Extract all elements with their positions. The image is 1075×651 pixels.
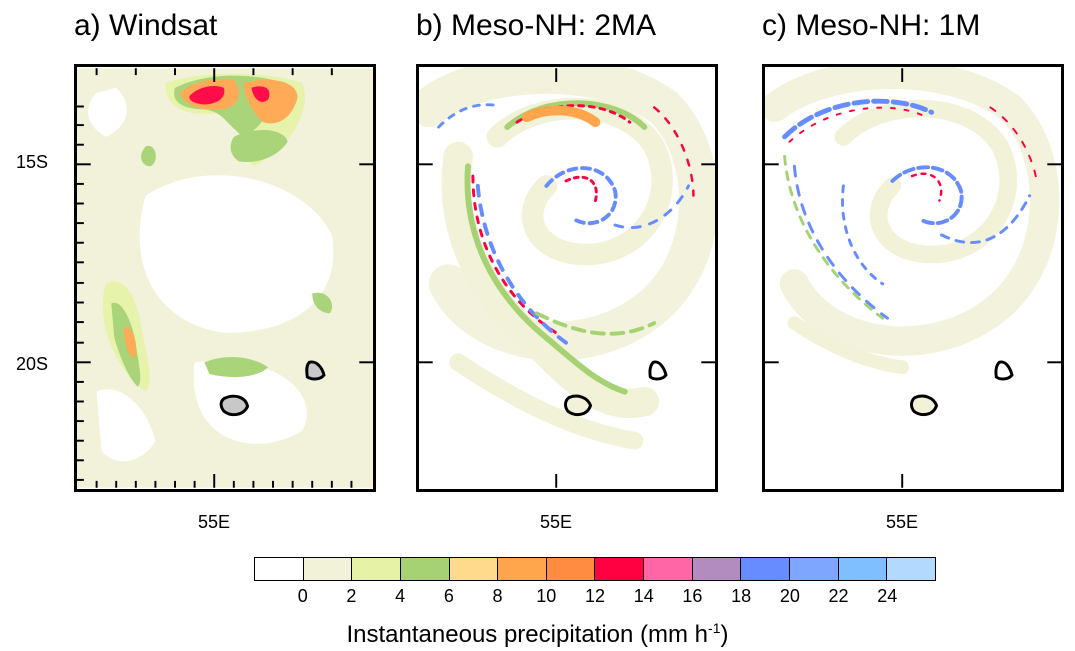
colorbar-tick-label: 6 xyxy=(443,586,454,606)
lon-label-b: 55E xyxy=(540,512,573,532)
colorbar-swatch xyxy=(498,558,547,580)
colorbar-tick-label: 8 xyxy=(492,586,503,606)
lat-label-15s: 15S xyxy=(16,152,49,172)
colorbar-label-sup: -1 xyxy=(708,620,721,636)
colorbar-tick-label: 20 xyxy=(779,586,800,606)
colorbar-swatch xyxy=(352,558,401,580)
colorbar-tick-label: 16 xyxy=(682,586,703,606)
colorbar-tick-label: 2 xyxy=(346,586,357,606)
colorbar-swatch xyxy=(546,558,596,580)
panel-b-title: b) Meso-NH: 2MA xyxy=(416,9,657,42)
panel-b-map xyxy=(416,64,718,492)
lat-label-20s: 20S xyxy=(16,354,49,374)
colorbar-tick-label: 24 xyxy=(877,586,898,606)
panel-a-title: a) Windsat xyxy=(74,9,218,42)
colorbar-swatch xyxy=(449,558,499,580)
panel-a-precip-field xyxy=(77,68,373,488)
lon-label-a: 55E xyxy=(198,512,231,532)
colorbar-swatch xyxy=(790,558,839,580)
lon-label-c: 55E xyxy=(886,512,919,532)
panel-a-map xyxy=(74,64,376,492)
colorbar-label-end: ) xyxy=(720,621,729,648)
panel-c-title: c) Meso-NH: 1M xyxy=(762,9,981,42)
colorbar-swatch xyxy=(400,558,450,580)
colorbar-tick-label: 12 xyxy=(584,586,606,606)
colorbar-label: Instantaneous precipitation (mm h-1) xyxy=(0,620,1075,649)
colorbar-tick-label: 18 xyxy=(731,586,752,606)
colorbar-swatch xyxy=(255,558,304,580)
colorbar-swatch xyxy=(838,558,888,580)
colorbar-swatch xyxy=(692,558,742,580)
colorbar-tick-label: 22 xyxy=(828,586,849,606)
colorbar-tick-label: 10 xyxy=(536,586,557,606)
colorbar-swatch xyxy=(887,558,935,580)
colorbar-tick-label: 14 xyxy=(633,586,654,606)
colorbar-swatch xyxy=(303,558,353,580)
panel-c-precip-field xyxy=(765,67,1061,488)
colorbar-tick-label: 4 xyxy=(395,586,406,606)
colorbar-swatch xyxy=(595,558,645,580)
colorbar-swatch xyxy=(644,558,693,580)
colorbar-swatch xyxy=(741,558,791,580)
panel-b-precip-field xyxy=(419,67,715,488)
colorbar-tick-label: 0 xyxy=(297,586,308,606)
colorbar-label-text: Instantaneous precipitation (mm h xyxy=(346,621,709,648)
panel-c-map xyxy=(762,64,1064,492)
colorbar xyxy=(254,557,936,581)
